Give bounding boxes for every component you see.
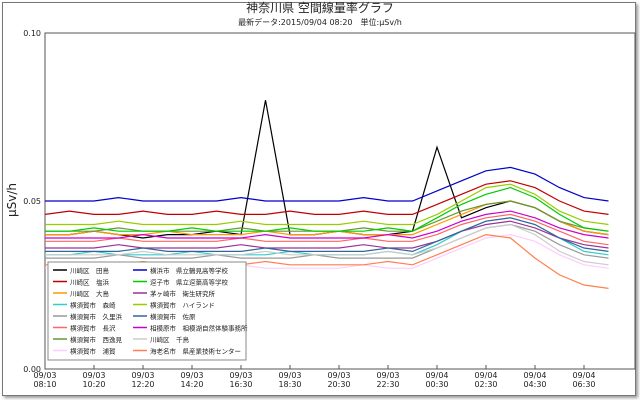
legend-label: 横須賀市 長沢 <box>70 324 116 333</box>
series-line <box>45 213 609 246</box>
series-line <box>45 186 609 232</box>
x-tick-label: 14:20 <box>180 380 203 389</box>
legend-label: 海老名市 県産業技術センター <box>150 347 241 356</box>
series-line <box>44 180 609 215</box>
x-tick-label: 20:30 <box>327 380 350 389</box>
legend-label: 川崎区 塩浜 <box>70 278 110 287</box>
chart-subtitle: 最新データ:2015/09/04 08:20 単位:μSv/h <box>238 17 402 27</box>
legend-label: 茅ヶ崎市 衛生研究所 <box>150 289 216 298</box>
x-tick-label: 06:30 <box>572 380 595 389</box>
x-tick-label: 00:30 <box>425 380 448 389</box>
legend-label: 横須賀市 佐原 <box>150 312 196 321</box>
legend-label: 川崎区 千鳥 <box>150 335 190 344</box>
x-tick-label: 08:10 <box>33 380 56 389</box>
legend-label: 横須賀市 浦賀 <box>70 347 116 356</box>
legend-label: 横浜市 県立鶴見高等学校 <box>150 266 229 275</box>
legend-label: 横須賀市 久里浜 <box>70 312 123 321</box>
x-tick-date: 09/04 <box>425 371 448 380</box>
series-line <box>45 200 609 232</box>
legend-box <box>47 261 247 361</box>
y-tick-label: 0.10 <box>23 29 41 38</box>
x-tick-date: 09/03 <box>33 371 56 380</box>
x-tick-label: 02:30 <box>474 380 497 389</box>
y-tick-label: 0.05 <box>23 197 41 206</box>
y-tick-label: 0.00 <box>23 365 41 374</box>
y-axis-label: μSv/h <box>5 183 19 217</box>
series-line <box>45 220 609 249</box>
x-tick-label: 04:30 <box>523 380 546 389</box>
x-tick-date: 09/03 <box>229 371 252 380</box>
x-tick-date: 09/03 <box>376 371 399 380</box>
series-line <box>45 223 609 266</box>
x-tick-label: 16:30 <box>229 380 252 389</box>
x-tick-date: 09/03 <box>327 371 350 380</box>
series-line <box>45 100 609 239</box>
x-tick-date: 09/04 <box>474 371 497 380</box>
x-tick-label: 18:30 <box>278 380 301 389</box>
x-tick-date: 09/03 <box>278 371 301 380</box>
x-tick-date: 09/04 <box>523 371 546 380</box>
chart-title: 神奈川県 空間線量率グラフ <box>246 0 394 15</box>
legend-label: 川崎区 田島 <box>70 266 110 275</box>
series-line <box>45 210 609 239</box>
legend-label: 逗子市 県立逗葉高等学校 <box>150 278 229 287</box>
x-tick-date: 09/04 <box>572 371 595 380</box>
legend-label: 横須賀市 森崎 <box>70 301 116 310</box>
legend-label: 相模原市 相模湖自然体験事務所 <box>150 324 248 333</box>
x-tick-date: 09/03 <box>82 371 105 380</box>
legend-label: 横須賀市 ハイランド <box>150 301 215 310</box>
x-tick-date: 09/03 <box>131 371 154 380</box>
legend-label: 川崎区 大島 <box>70 289 110 298</box>
series-line <box>45 183 609 226</box>
series-line <box>45 217 609 253</box>
series-line <box>45 166 609 202</box>
legend-label: 横須賀市 西逸見 <box>70 335 123 344</box>
x-tick-label: 22:30 <box>376 380 399 389</box>
x-tick-date: 09/03 <box>180 371 203 380</box>
x-tick-label: 12:20 <box>131 380 154 389</box>
x-tick-label: 10:20 <box>82 380 105 389</box>
